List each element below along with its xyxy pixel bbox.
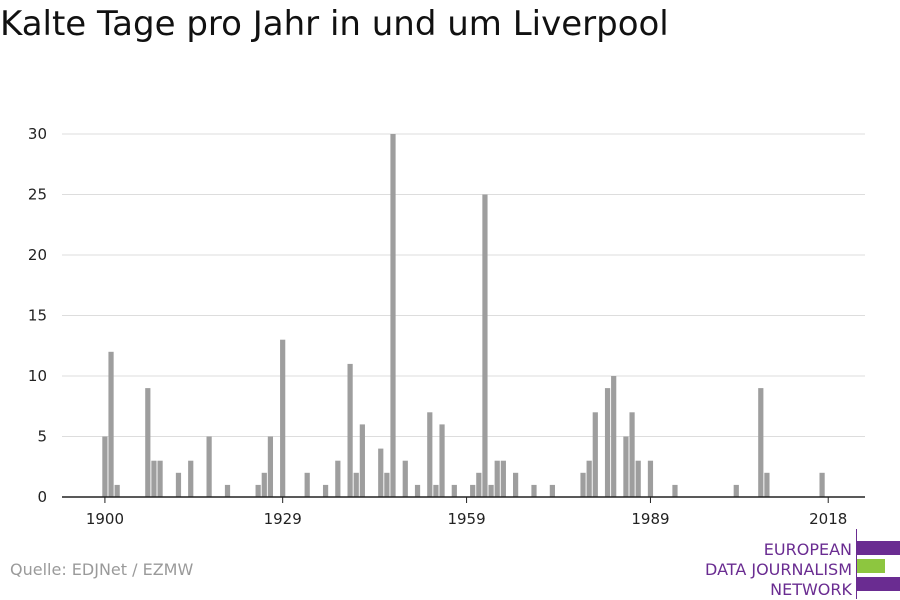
source-note: Quelle: EDJNet / EZMW [10,560,194,579]
x-axis-ticks: 1900 1929 1959 1989 2018 [86,497,847,528]
bar [378,448,384,497]
y-tick-label: 5 [37,428,47,446]
logo-line: DATA JOURNALISM [705,560,852,579]
x-tick-label: 1959 [447,510,485,528]
bar [592,412,598,497]
bar [280,339,286,497]
y-tick-label: 20 [28,246,47,264]
bar [476,472,482,497]
logo-line: EUROPEAN [763,540,852,559]
bar [623,436,629,497]
gridlines [62,133,865,437]
bar [347,363,353,497]
bar [580,472,586,497]
bar [482,194,488,497]
bar [433,484,439,497]
x-tick-label: 2018 [809,510,847,528]
bar [494,460,500,497]
bar [335,460,341,497]
bar [531,484,537,497]
bar [512,472,519,497]
bar [255,484,261,497]
bar [384,472,390,497]
bar [322,484,329,497]
edjnet-logo: EUROPEAN DATA JOURNALISM NETWORK [700,529,900,599]
bar [206,436,212,497]
bar [224,484,231,497]
bar [764,472,770,497]
bar [390,134,396,497]
bar [402,460,408,497]
bar [470,484,476,497]
bar [439,424,445,497]
x-tick-label: 1929 [264,510,302,528]
x-tick-label: 1989 [631,510,669,528]
bar [549,484,555,497]
logo-text: EUROPEAN DATA JOURNALISM NETWORK [705,540,852,600]
logo-bar-green [857,559,885,573]
y-tick-label: 10 [28,367,47,385]
bar [175,472,182,497]
y-tick-label: 0 [37,488,47,506]
bar [488,484,494,497]
bar [102,436,108,497]
bar [635,460,641,497]
bars [102,134,825,497]
bar [451,484,457,497]
bar [604,388,611,497]
bar [427,412,433,497]
bar [586,460,592,497]
logo-bar-purple [857,541,900,555]
bar [819,472,825,497]
bar [114,484,120,497]
bar [151,460,157,497]
y-axis-ticks: 0 5 10 15 20 25 30 [28,125,47,506]
bar [758,388,764,497]
logo-divider [856,529,857,599]
bar [672,484,678,497]
bar [145,388,151,497]
bar [304,472,310,497]
bar [500,460,506,497]
bar [188,460,194,497]
x-tick-label: 1900 [86,510,124,528]
logo-bar-purple [857,577,900,591]
chart-title: Kalte Tage pro Jahr in und um Liverpool [0,4,669,44]
bar [261,472,267,497]
bar [629,412,635,497]
bar [353,472,359,497]
bar [647,460,654,497]
bar [733,484,739,497]
bar [414,484,421,497]
bar [359,424,365,497]
y-tick-label: 25 [28,186,47,204]
bar [267,436,274,497]
bar [157,460,163,497]
bar [611,376,617,497]
y-tick-label: 30 [28,125,47,143]
bar [108,351,114,497]
y-tick-label: 15 [28,307,47,325]
logo-line: NETWORK [770,580,852,599]
